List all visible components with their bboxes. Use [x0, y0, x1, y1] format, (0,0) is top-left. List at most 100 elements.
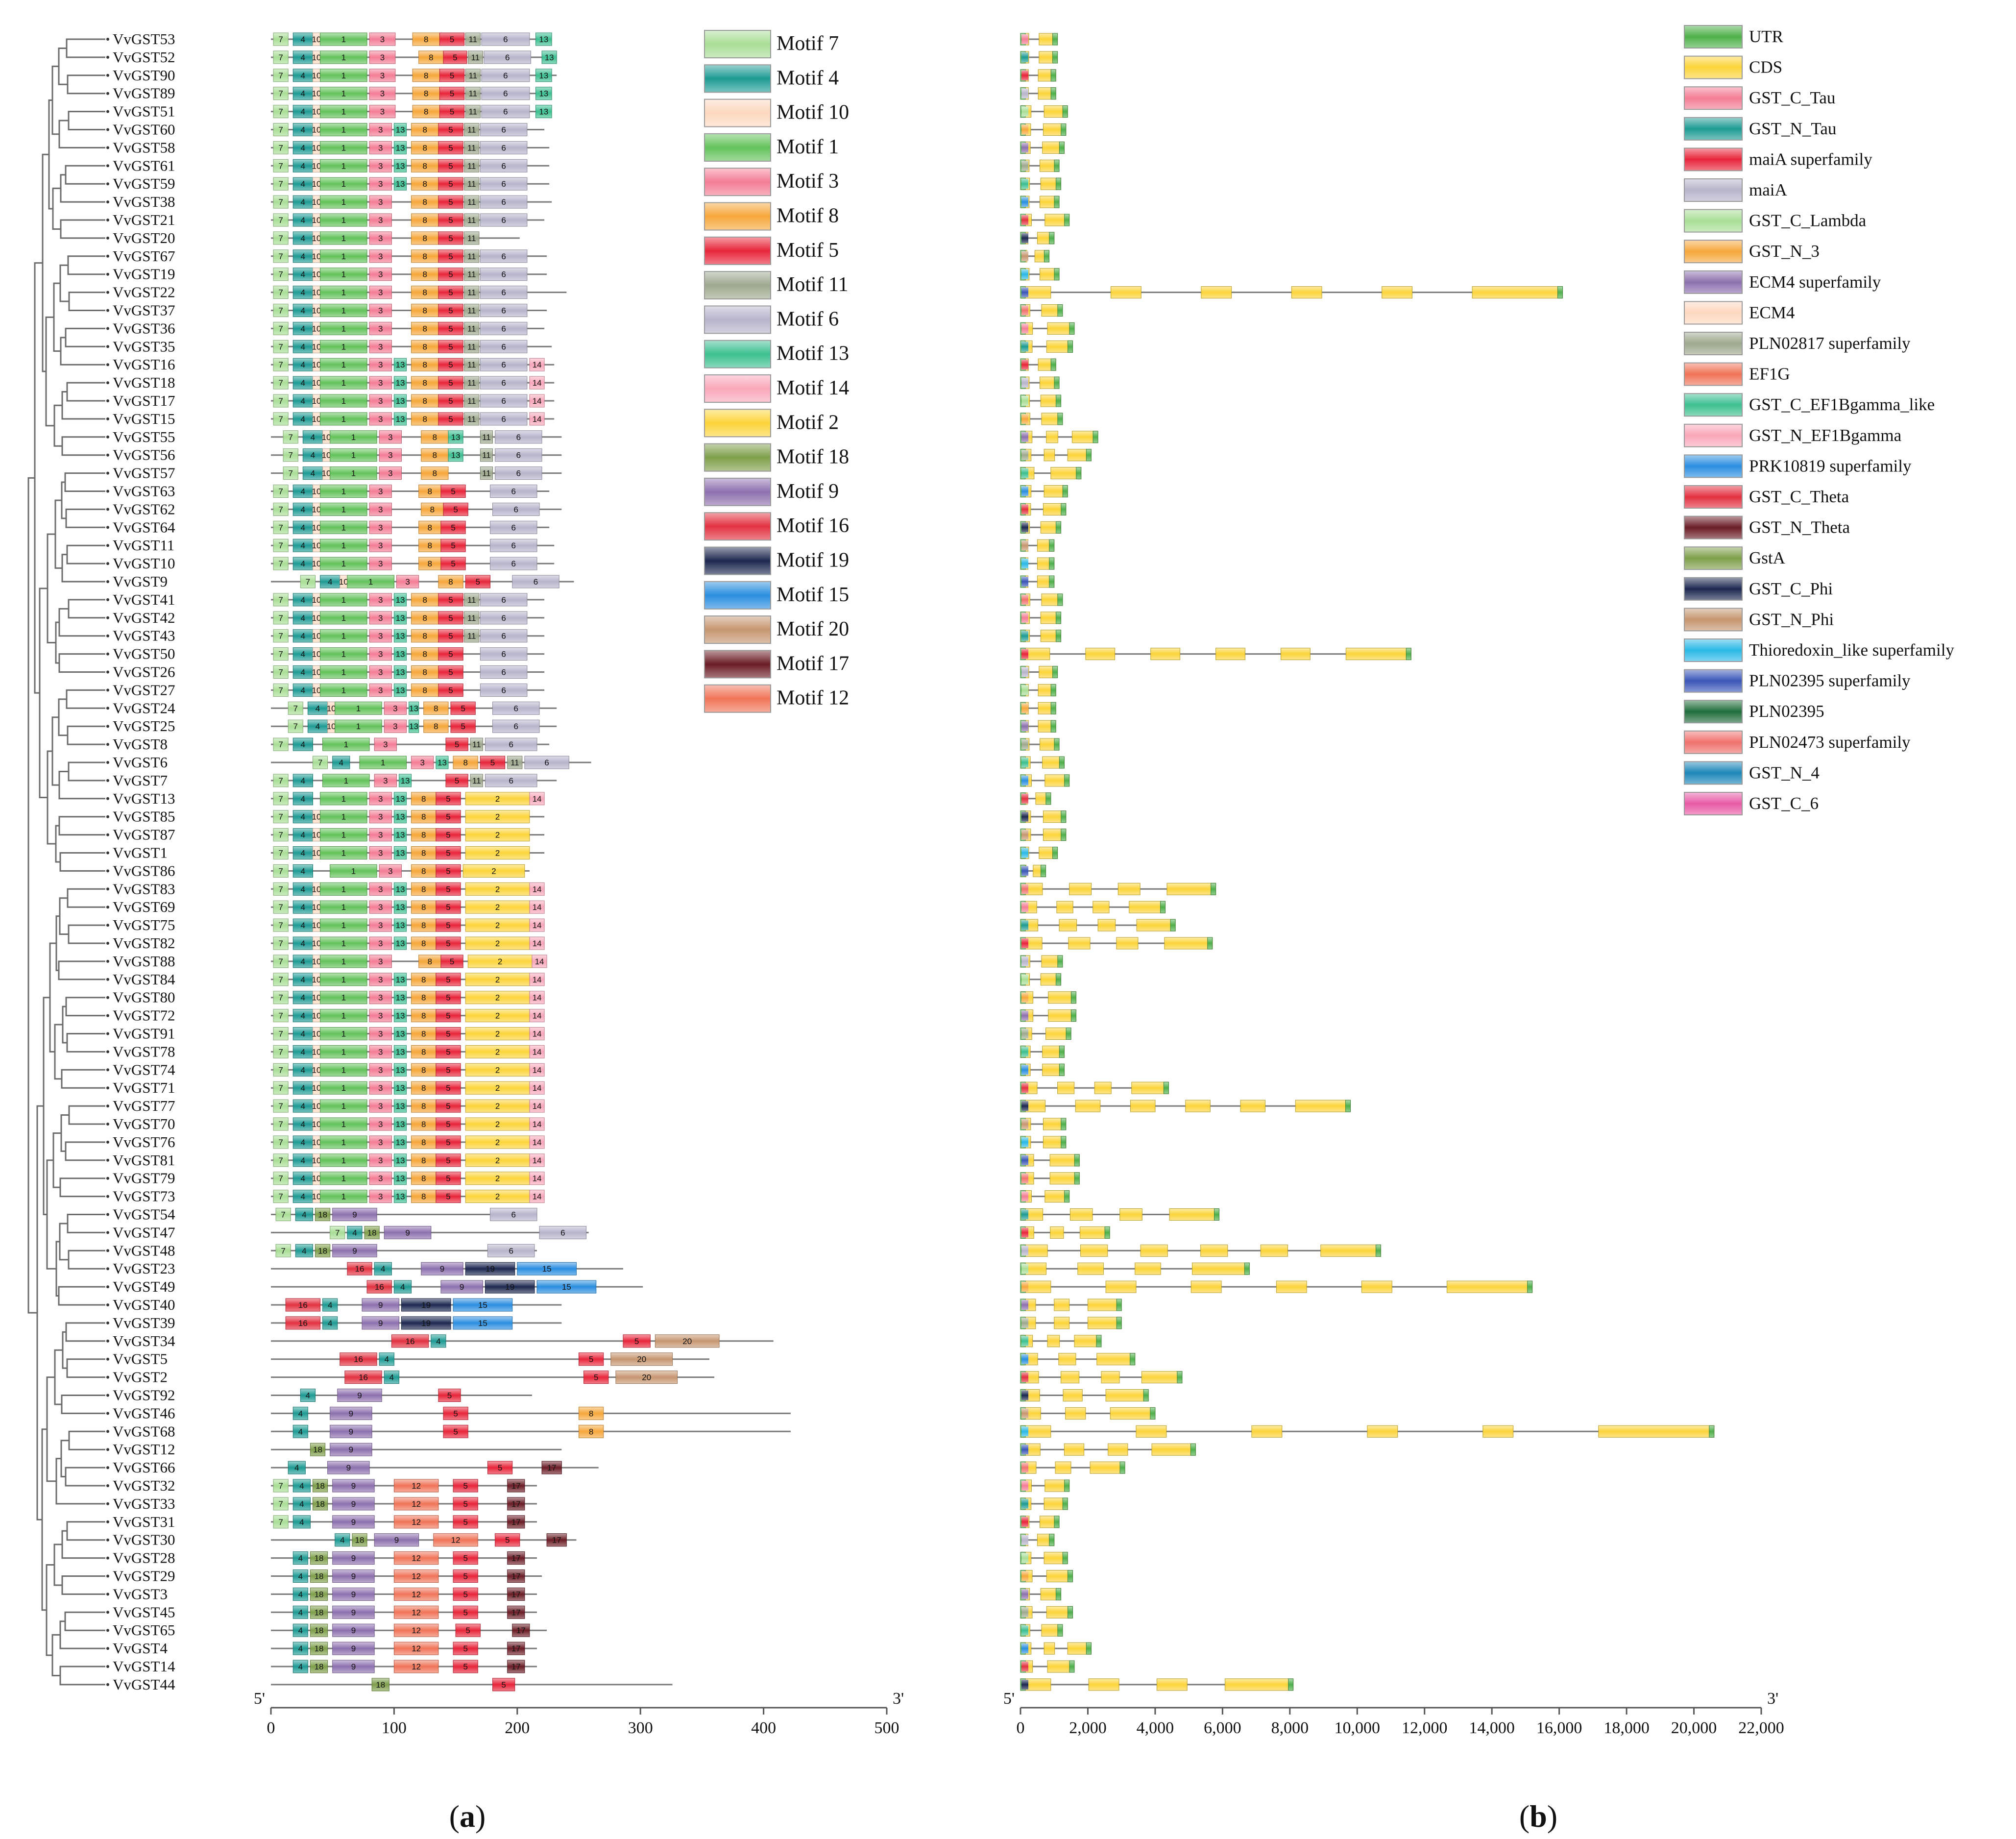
cds-block — [1068, 937, 1091, 950]
motif-box — [453, 1605, 478, 1619]
motif-box — [480, 756, 506, 769]
motif-number: 11 — [472, 740, 481, 749]
motif-box — [320, 231, 367, 245]
utr-block — [1116, 1317, 1122, 1329]
motif-box — [536, 1280, 597, 1294]
motif-box — [436, 882, 461, 896]
motif-number: 8 — [434, 722, 438, 731]
tree-branch — [66, 689, 105, 709]
motif-number: 10 — [312, 1102, 321, 1111]
leaf-node — [106, 1357, 109, 1361]
motif-number: 5 — [446, 993, 450, 1003]
domain-block — [1021, 540, 1028, 551]
motif-box — [433, 1533, 478, 1547]
motif-number: 5 — [446, 1192, 450, 1201]
motif-box — [292, 593, 313, 607]
motif-box — [359, 756, 407, 769]
motif-box — [369, 123, 392, 136]
gene-label: VvGST52 — [113, 49, 175, 66]
cds-block — [1046, 431, 1058, 443]
motif-number: 7 — [293, 722, 298, 731]
motif-box — [332, 1569, 375, 1583]
motif-number: 9 — [351, 1499, 356, 1509]
feature-legend-swatch — [1684, 730, 1743, 754]
motif-number: 7 — [281, 1210, 285, 1220]
motif-box — [292, 502, 313, 516]
motif-number: 1 — [341, 541, 346, 550]
utr-block — [1059, 141, 1065, 154]
gene-label: VvGST13 — [113, 790, 175, 807]
motif-box — [411, 394, 439, 408]
motif-box — [480, 304, 528, 317]
motif-number: 7 — [278, 668, 283, 677]
motif-number: 3 — [378, 1192, 383, 1201]
motif-number: 4 — [301, 650, 305, 659]
motif-box — [292, 195, 313, 209]
motif-number: 8 — [421, 849, 426, 858]
motif-box — [292, 1551, 308, 1565]
motif-box — [411, 810, 437, 824]
utr-block — [1057, 304, 1063, 317]
domain-block — [1021, 992, 1028, 1003]
motif-box — [374, 774, 397, 787]
tree-branch — [43, 997, 50, 1215]
feature-legend-swatch — [1684, 792, 1743, 815]
gene-label: VvGST90 — [113, 67, 175, 84]
motif-number: 6 — [501, 270, 506, 279]
motif-number: 14 — [533, 1120, 542, 1129]
motif-legend-swatch — [704, 477, 771, 506]
cds-block — [1054, 1317, 1070, 1329]
motif-number: 2 — [495, 939, 500, 948]
motif-box — [464, 629, 480, 643]
motif-box — [330, 466, 377, 480]
motif-box — [320, 882, 367, 896]
axis-b-tick-label: 4,000 — [1137, 1719, 1174, 1737]
motif-box — [322, 737, 370, 751]
gene-label: VvGST44 — [113, 1676, 175, 1693]
motif-box — [398, 774, 412, 787]
motif-box — [369, 87, 396, 100]
motif-box — [450, 701, 476, 715]
motif-box — [436, 756, 449, 769]
utr-block — [1064, 1190, 1070, 1203]
motif-number: 4 — [301, 270, 305, 279]
gene-label: VvGST51 — [113, 103, 175, 120]
motif-number: 7 — [278, 360, 283, 369]
utr-block — [1061, 1136, 1067, 1149]
gene-label: VvGST39 — [113, 1314, 175, 1331]
gene-label: VvGST37 — [113, 302, 175, 319]
motif-number: 1 — [341, 668, 346, 677]
motif-number: 7 — [278, 1030, 283, 1039]
motif-box — [320, 340, 367, 353]
utr-block — [1044, 250, 1049, 263]
motif-box — [273, 1515, 289, 1529]
motif-box — [322, 1298, 338, 1312]
tree-branch — [54, 499, 62, 569]
leaf-node — [106, 490, 109, 493]
motif-number: 13 — [539, 71, 548, 80]
leaf-node — [106, 1683, 109, 1686]
tree-branch — [67, 888, 105, 908]
tree-branch — [46, 1159, 56, 1270]
motif-box — [273, 647, 289, 661]
motif-number: 4 — [311, 451, 315, 460]
motif-number: 8 — [423, 324, 427, 333]
utr-block — [1061, 123, 1067, 136]
motif-number: 6 — [511, 523, 516, 532]
motif-box — [393, 1479, 439, 1493]
motif-number: 8 — [421, 1138, 426, 1147]
leaf-node — [106, 399, 109, 402]
motif-box — [292, 1153, 313, 1167]
motif-number: 9 — [357, 1391, 362, 1400]
motif-box — [292, 539, 313, 552]
gene-label: VvGST45 — [113, 1603, 175, 1620]
motif-box — [393, 141, 407, 154]
cds-block — [1291, 286, 1322, 299]
motif-number: 3 — [393, 704, 397, 713]
motif-number: 9 — [394, 1536, 399, 1545]
motif-number: 1 — [381, 758, 385, 767]
motif-number: 9 — [440, 1264, 444, 1274]
motif-box — [273, 683, 289, 697]
motif-number: 5 — [448, 161, 453, 171]
motif-box — [347, 575, 394, 588]
